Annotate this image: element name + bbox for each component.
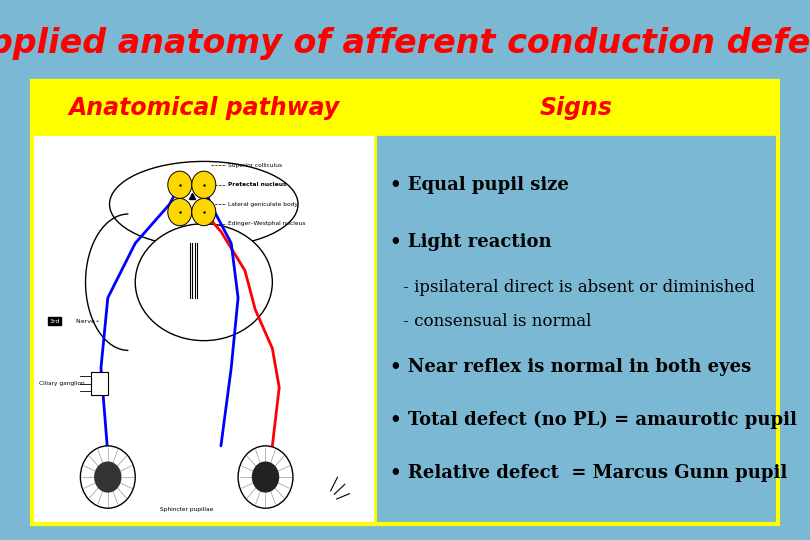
Text: Ciliary ganglion: Ciliary ganglion [39, 381, 85, 386]
Text: Lateral geniculate body: Lateral geniculate body [228, 202, 297, 207]
Text: - consensual is normal: - consensual is normal [399, 313, 591, 330]
Text: Edinger–Westphal nucleus: Edinger–Westphal nucleus [228, 221, 305, 226]
Circle shape [80, 446, 135, 508]
Text: Pretectal nucleus: Pretectal nucleus [228, 183, 286, 187]
Text: Signs: Signs [540, 96, 613, 119]
Text: Sphincter pupillae: Sphincter pupillae [160, 507, 213, 512]
Bar [32, 81, 778, 524]
Circle shape [168, 171, 192, 198]
Text: Anatomical pathway: Anatomical pathway [68, 96, 339, 119]
Ellipse shape [135, 224, 272, 341]
Bar [32, 134, 375, 524]
Text: • Total defect (no PL) = amaurotic pupil: • Total defect (no PL) = amaurotic pupil [390, 411, 797, 429]
Text: • Equal pupil size: • Equal pupil size [390, 176, 569, 194]
Bar [32, 81, 375, 134]
Text: - ipsilateral direct is absent or diminished: - ipsilateral direct is absent or dimini… [399, 279, 755, 296]
Circle shape [238, 446, 293, 508]
Text: • Light reaction: • Light reaction [390, 233, 552, 251]
Circle shape [192, 171, 215, 198]
Text: Superior colliculus: Superior colliculus [228, 163, 282, 168]
Text: • Near reflex is normal in both eyes: • Near reflex is normal in both eyes [390, 358, 752, 376]
Text: Nerve: Nerve [74, 319, 95, 323]
Circle shape [168, 198, 192, 226]
Bar [91, 372, 108, 395]
Bar [375, 134, 778, 524]
Circle shape [94, 462, 122, 492]
Text: 3rd: 3rd [49, 319, 60, 323]
Ellipse shape [109, 161, 298, 247]
Circle shape [252, 462, 279, 492]
Circle shape [192, 198, 215, 226]
Text: Applied anatomy of afferent conduction defect: Applied anatomy of afferent conduction d… [0, 27, 810, 60]
Text: • Relative defect  = Marcus Gunn pupil: • Relative defect = Marcus Gunn pupil [390, 464, 787, 482]
Bar [375, 81, 778, 134]
